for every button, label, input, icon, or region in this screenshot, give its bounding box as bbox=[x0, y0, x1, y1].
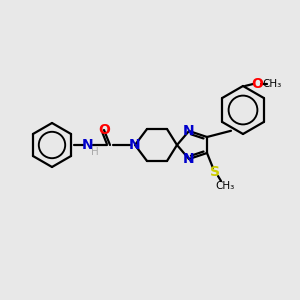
Text: N: N bbox=[129, 138, 141, 152]
Text: O: O bbox=[98, 123, 110, 137]
Text: CH₃: CH₃ bbox=[262, 79, 282, 89]
Text: N: N bbox=[183, 124, 195, 138]
Text: O: O bbox=[251, 77, 263, 91]
Text: N: N bbox=[183, 152, 195, 166]
Text: H: H bbox=[91, 147, 99, 157]
Text: CH₃: CH₃ bbox=[215, 181, 235, 191]
Text: N: N bbox=[82, 138, 94, 152]
Text: S: S bbox=[210, 165, 220, 179]
